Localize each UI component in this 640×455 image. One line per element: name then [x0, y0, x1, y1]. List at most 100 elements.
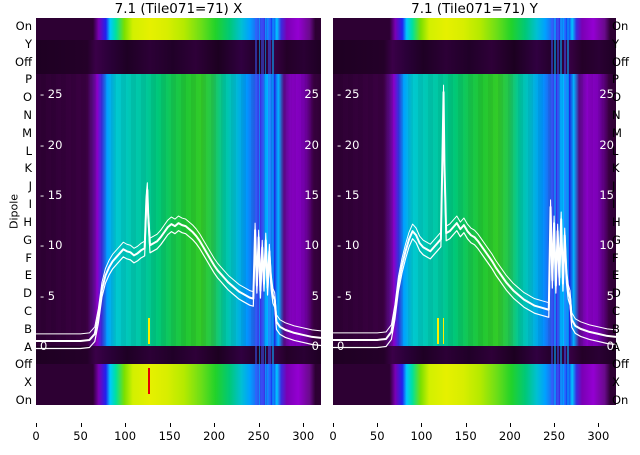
x-tick-label: 200 — [203, 429, 226, 443]
x-tick-mark — [258, 423, 260, 427]
heatmap-vertical-line — [255, 18, 258, 405]
x-tick-mark — [377, 423, 379, 427]
x-tick-label: 300 — [292, 429, 315, 443]
category-label-l-13: F — [25, 250, 32, 265]
x-tick-mark — [421, 423, 423, 427]
panel-title-x: 7.1 (Tile071=71) X — [114, 1, 243, 17]
heatmap-y: 0 0 - 5 5 - 10 10 - 15 15 - 20 20 - 25 25 — [333, 18, 616, 405]
curve-trace — [333, 99, 616, 349]
x-tick-mark — [333, 423, 334, 427]
x-tick-mark — [509, 423, 511, 427]
category-label-r-17: B — [612, 321, 620, 336]
category-label-l-14: E — [24, 268, 32, 283]
inner-ytick-right: 25 — [599, 87, 614, 102]
band-gradient — [333, 18, 616, 40]
category-label-l-10: I — [28, 197, 32, 212]
category-label-l-6: M — [22, 125, 32, 140]
heatmap-band-top-strip — [333, 18, 616, 40]
heatmap-marker-yellow — [148, 318, 150, 344]
inner-ytick-right: 0 — [606, 339, 614, 353]
band-gradient — [333, 346, 616, 364]
category-label-r-3: P — [612, 72, 619, 87]
category-label-l-7: L — [25, 143, 32, 158]
category-label-l-2: Off — [15, 54, 32, 69]
heatmap-vertical-line — [567, 18, 569, 405]
band-gradient — [36, 18, 321, 40]
category-label-r-6: M — [612, 125, 622, 140]
x-tick-mark — [169, 423, 171, 427]
inner-ytick-right: 20 — [304, 137, 319, 152]
category-label-l-12: G — [23, 232, 32, 247]
category-label-l-3: P — [25, 72, 32, 87]
category-label-l-5: N — [23, 108, 32, 123]
x-tick-label: 0 — [32, 429, 40, 443]
panel-title-y: 7.1 (Tile071=71) Y — [411, 1, 538, 17]
inner-ytick-left: - 25 — [40, 87, 63, 102]
inner-ytick-right: 0 — [311, 339, 319, 353]
category-label-r-8: K — [612, 161, 620, 176]
x-tick-label: 0 — [329, 429, 337, 443]
x-tick-mark — [554, 423, 556, 427]
inner-ytick-left: - 5 — [40, 288, 56, 303]
inner-ytick-right: 10 — [599, 238, 614, 253]
category-label-r-1: Y — [612, 36, 620, 51]
curve-trace — [333, 84, 616, 334]
x-axis-x: 0 50 100 150 200 250 300 — [32, 423, 321, 455]
category-label-r-19: Off — [612, 357, 629, 372]
band-gradient — [36, 346, 321, 364]
heatmap-band-top-strip — [36, 18, 321, 40]
heatmap-vertical-line — [556, 18, 560, 405]
heatmap-vertical-line — [264, 18, 267, 405]
category-label-r-7: L — [612, 143, 619, 158]
x-tick-mark — [598, 423, 600, 427]
x-tick-label: 200 — [498, 429, 521, 443]
plot-panel-x[interactable]: 7.1 (Tile071=71) X 0 0 - 5 5 - 10 10 - 15 15 - 20… — [32, 1, 321, 443]
x-tick-label: 50 — [73, 429, 88, 443]
category-label-r-11: H — [612, 214, 621, 229]
inner-ytick-right: 10 — [304, 238, 319, 253]
category-label-l-16: C — [23, 303, 32, 318]
x-tick-mark — [80, 423, 82, 427]
category-label-l-9: J — [28, 179, 32, 194]
category-label-r-2: Off — [612, 54, 629, 69]
category-label-l-15: D — [23, 286, 32, 301]
x-tick-label: 150 — [454, 429, 477, 443]
inner-ytick-left: - 20 — [40, 137, 63, 152]
x-tick-label: 100 — [114, 429, 137, 443]
category-label-l-20: X — [24, 375, 32, 390]
inner-ytick-right: 5 — [311, 288, 319, 303]
heatmap-marker-yellow — [442, 318, 445, 344]
overlay-curve-x — [36, 182, 321, 350]
heatmap-x: 0 0 - 5 5 - 10 10 - 15 15 - 20 20 - 25 25 — [36, 18, 321, 405]
category-label-l-21: On — [15, 393, 32, 407]
x-tick-label: 300 — [587, 429, 610, 443]
inner-ytick-right: 15 — [599, 187, 614, 202]
curve-trace — [333, 91, 616, 341]
heatmap-vertical-line — [554, 18, 556, 405]
category-label-r-5: N — [612, 108, 621, 123]
category-label-r-9: J — [612, 179, 616, 194]
category-label-r-10: I — [612, 197, 616, 212]
category-label-r-13: F — [612, 250, 619, 265]
inner-ytick-left: - 10 — [337, 238, 360, 253]
heatmap-band-dark-sep-2 — [333, 346, 616, 364]
heatmap-marker-red — [148, 368, 150, 394]
curve-trace — [36, 182, 321, 335]
plot-panel-y[interactable]: 7.1 (Tile071=71) Y 0 0 - 5 5 - 10 10 - 15 15 - 20… — [329, 1, 616, 443]
category-label-r-4: O — [612, 90, 622, 105]
heatmap-vertical-line — [563, 18, 567, 405]
x-tick-mark — [465, 423, 467, 427]
heatmap-band-dark-sep-2 — [36, 346, 321, 364]
category-label-r-21: On — [612, 393, 629, 407]
category-label-r-14: E — [612, 268, 620, 283]
inner-ytick-left: 0 — [337, 339, 345, 353]
category-label-r-12: G — [612, 232, 621, 247]
heatmap-vertical-line — [258, 18, 261, 405]
inner-ytick-left: - 15 — [337, 187, 360, 202]
x-tick-label: 150 — [158, 429, 181, 443]
category-label-r-18: A — [612, 339, 620, 354]
x-tick-label: 50 — [369, 429, 385, 443]
inner-ytick-left: - 5 — [337, 288, 353, 303]
x-tick-label: 250 — [543, 429, 566, 443]
